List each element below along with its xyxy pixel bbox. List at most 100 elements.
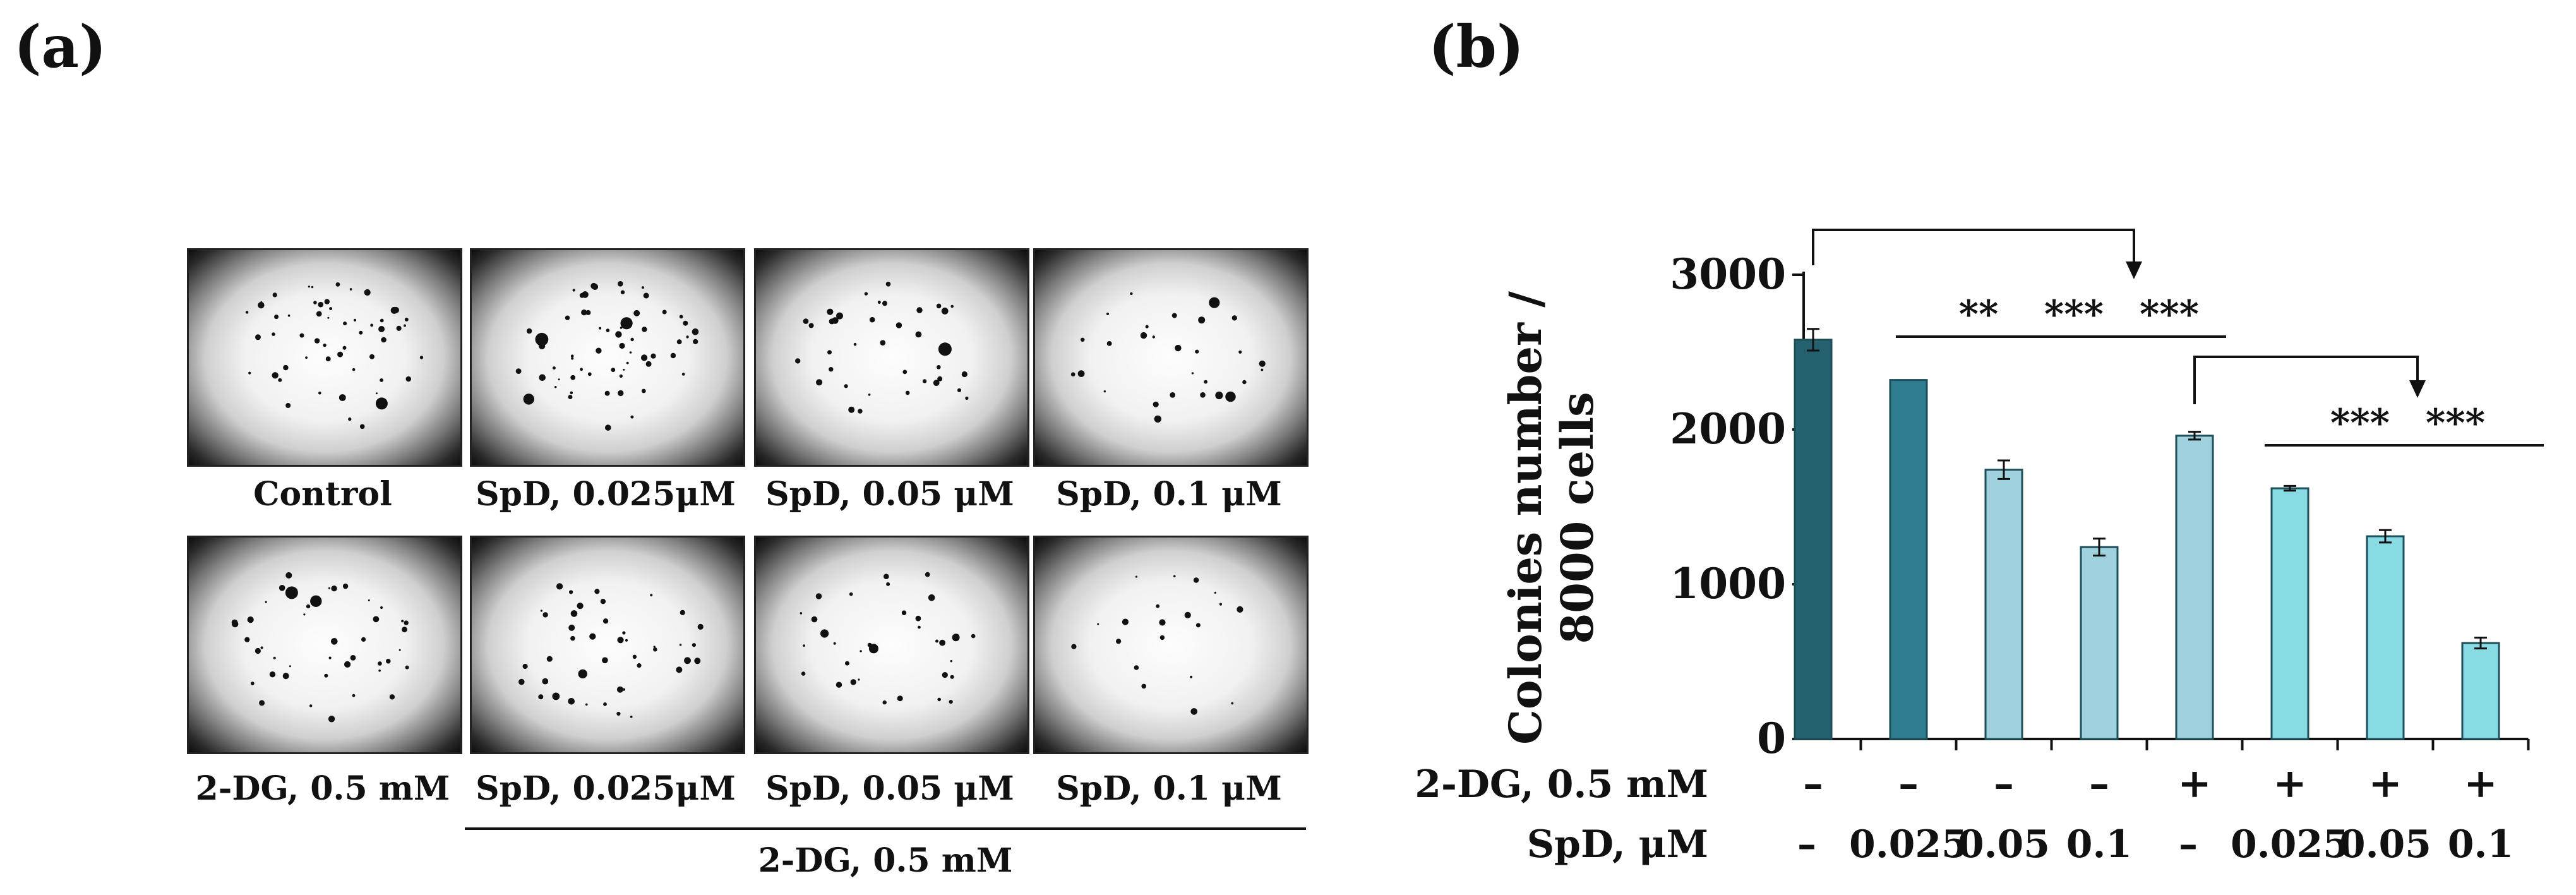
colony-speck xyxy=(1242,380,1247,385)
image-label-spd-0025: SpD, 0.025μM xyxy=(476,475,736,514)
colony-speck xyxy=(344,661,351,668)
bar xyxy=(1889,379,1928,740)
colony-speck xyxy=(877,301,881,304)
colony-speck xyxy=(816,379,823,386)
colony-speck xyxy=(402,627,407,633)
colony-speck xyxy=(285,572,292,579)
colony-speck xyxy=(570,375,576,380)
colony-speck xyxy=(1153,401,1159,407)
colony-speck xyxy=(957,388,962,392)
colony-speck xyxy=(1135,575,1138,578)
significance-mark: ** xyxy=(1959,292,1999,337)
colony-speck xyxy=(378,661,382,666)
significance-mark: *** xyxy=(2426,401,2485,445)
colony-speck xyxy=(305,356,308,359)
colony-speck xyxy=(272,292,277,297)
colony-speck xyxy=(419,356,424,359)
colony-speck xyxy=(568,395,573,399)
colony-speck xyxy=(820,629,829,638)
colony-speck xyxy=(849,592,853,596)
colony-speck xyxy=(633,309,640,316)
colony-speck xyxy=(1190,708,1197,715)
image-label-control: Control xyxy=(253,475,392,514)
row1-value: + xyxy=(2464,760,2498,807)
colony-speck xyxy=(353,318,357,321)
colony-speck xyxy=(299,333,304,338)
colony-speck xyxy=(568,698,575,705)
colony-speck xyxy=(662,309,667,315)
colony-speck xyxy=(950,675,954,679)
y-axis-label-line1: Colonies number / xyxy=(1499,291,1552,745)
colony-speck xyxy=(310,595,322,607)
colony-speck xyxy=(620,290,625,294)
colony-speck xyxy=(232,620,239,628)
colony-speck xyxy=(572,289,575,292)
colony-speck xyxy=(829,318,835,325)
colony-speck xyxy=(605,424,611,431)
colony-speck xyxy=(800,612,803,615)
colony-speck xyxy=(589,633,596,640)
colony-speck xyxy=(901,610,907,615)
colony-speck xyxy=(338,394,346,401)
colony-speck xyxy=(626,361,629,364)
colony-speck xyxy=(803,318,809,324)
colony-speck xyxy=(580,368,583,371)
colony-speck xyxy=(571,357,574,360)
colony-speck xyxy=(602,618,609,624)
colony-speck xyxy=(615,331,622,338)
colony-speck xyxy=(404,620,409,625)
colony-speck xyxy=(342,345,347,350)
row2-value: 0.05 xyxy=(2339,822,2431,867)
colony-speck xyxy=(335,282,340,287)
colony-speck xyxy=(880,340,886,345)
colony-speck xyxy=(283,364,289,371)
colony-speck xyxy=(622,631,626,635)
colony-speck xyxy=(670,352,676,359)
colony-speck xyxy=(1070,372,1075,376)
bar xyxy=(2366,535,2405,740)
colony-speck xyxy=(316,311,322,317)
colony-speck xyxy=(352,694,356,697)
colony-speck xyxy=(1081,337,1085,342)
colony-speck xyxy=(643,292,649,299)
colony-speck xyxy=(594,589,600,594)
colony-speck xyxy=(325,356,331,362)
panel-a-label: (a) xyxy=(14,13,107,81)
colony-speck xyxy=(556,583,563,590)
colony-speck xyxy=(915,615,921,622)
colony-speck xyxy=(630,415,634,419)
colony-speck xyxy=(1173,575,1176,578)
colony-speck xyxy=(328,656,332,659)
colony-speck xyxy=(1097,623,1099,625)
colony-speck xyxy=(1219,603,1222,606)
colony-speck xyxy=(845,661,849,666)
colony-speck xyxy=(937,365,941,369)
colony-speck xyxy=(650,353,656,359)
colony-speck xyxy=(637,663,642,668)
colony-speck xyxy=(587,372,592,376)
colony-speck xyxy=(522,663,528,670)
colony-speck xyxy=(552,366,556,370)
colony-speck xyxy=(616,711,621,716)
group-bracket-line xyxy=(465,827,1306,830)
image-label-2dg-spd-005: SpD, 0.05 μM xyxy=(765,769,1014,808)
colony-speck xyxy=(1134,665,1139,670)
image-label-spd-01: SpD, 0.1 μM xyxy=(1056,475,1282,514)
colony-speck xyxy=(961,371,967,378)
colony-speck xyxy=(971,634,976,639)
colony-speck xyxy=(368,599,370,601)
colony-speck xyxy=(274,315,279,320)
colony-speck xyxy=(965,396,969,400)
colony-speck xyxy=(1141,683,1146,689)
colony-speck xyxy=(342,583,349,589)
colony-speck xyxy=(692,643,696,647)
colony-speck xyxy=(836,312,843,320)
colony-speck xyxy=(1184,611,1191,618)
colony-speck xyxy=(539,374,546,381)
y-axis-label-line2: 8000 cells xyxy=(1551,392,1603,644)
colony-speck xyxy=(247,616,254,623)
colony-speck xyxy=(1106,312,1110,316)
row2-value: 0.05 xyxy=(1958,822,2050,867)
colony-speck xyxy=(886,582,890,586)
colony-speck xyxy=(523,393,534,405)
